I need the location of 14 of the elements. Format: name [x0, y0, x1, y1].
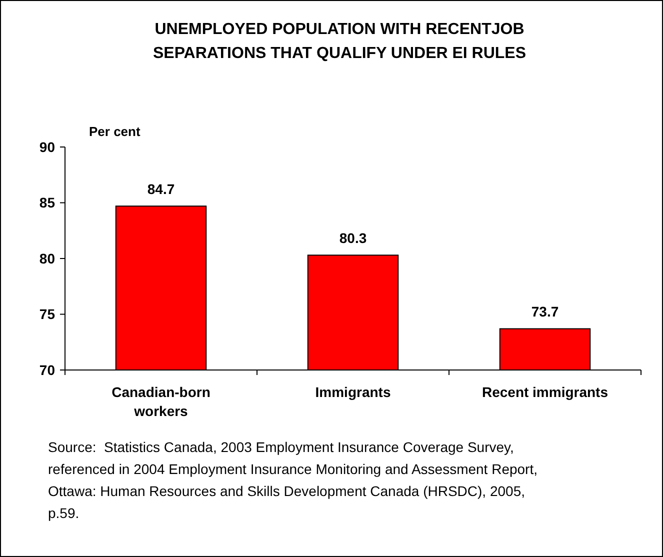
x-tick-label: Immigrants: [315, 384, 391, 400]
y-tick-label: 80: [39, 250, 56, 266]
chart-title: UNEMPLOYED POPULATION WITH RECENTJOB SEPARATIONS THAT QUALIFY UNDER EI RULES: [152, 21, 526, 62]
y-tick-label: 70: [39, 362, 56, 378]
y-axis-title: Per cent: [89, 124, 141, 139]
y-tick-label: 85: [39, 194, 56, 211]
y-tick-label: 75: [39, 306, 56, 322]
data-label: 84.7: [147, 181, 175, 198]
x-tick-label: Canadian-born workers: [112, 384, 210, 419]
source-note: Source: Statistics Canada, 2003 Employment Insurance Coverage Survey, referenced in 2004 Employment Insurance Monitoring and Assessment Report, Ottawa: Human Resources and Skills Development Canada (HRSDC), 2005, p.59.: [48, 439, 538, 521]
data-label: 73.7: [531, 304, 559, 320]
data-label: 80.3: [339, 230, 367, 246]
x-tick-label: Recent immigrants: [482, 384, 608, 400]
y-tick-label: 90: [39, 138, 56, 155]
